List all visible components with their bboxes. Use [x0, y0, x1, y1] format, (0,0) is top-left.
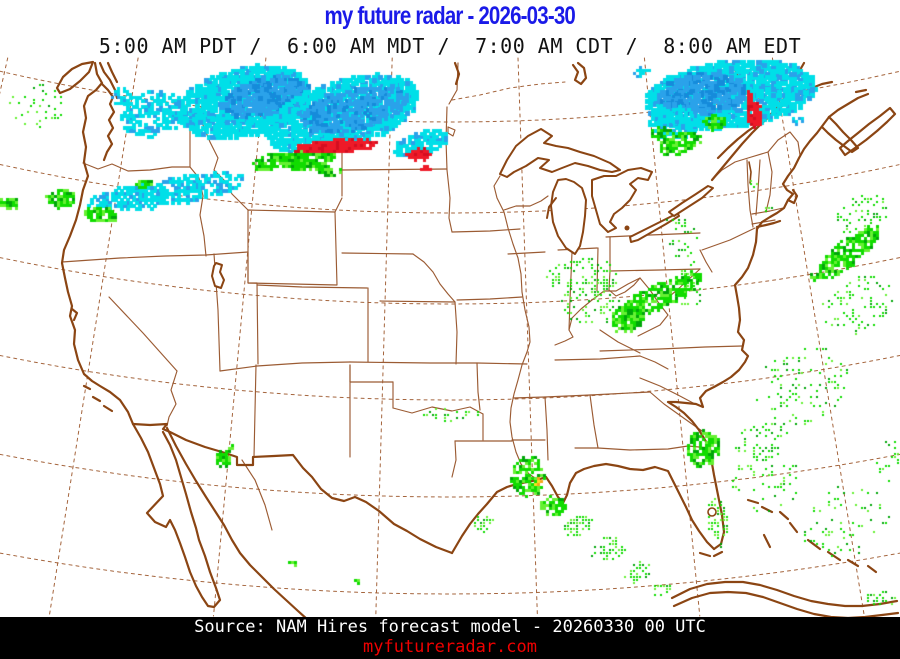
footer-bar: Source: NAM Hires forecast model - 20260… — [0, 617, 900, 659]
title-bar: my future radar - 2026-03-30 — [0, 2, 900, 31]
website-link[interactable]: myfutureradar.com — [363, 637, 537, 657]
valid-times: 5:00 AM PDT / 6:00 AM MDT / 7:00 AM CDT … — [98, 34, 802, 58]
page-title: my future radar - 2026-03-30 — [324, 2, 576, 30]
source-line: Source: NAM Hires forecast model - 20260… — [194, 617, 706, 637]
